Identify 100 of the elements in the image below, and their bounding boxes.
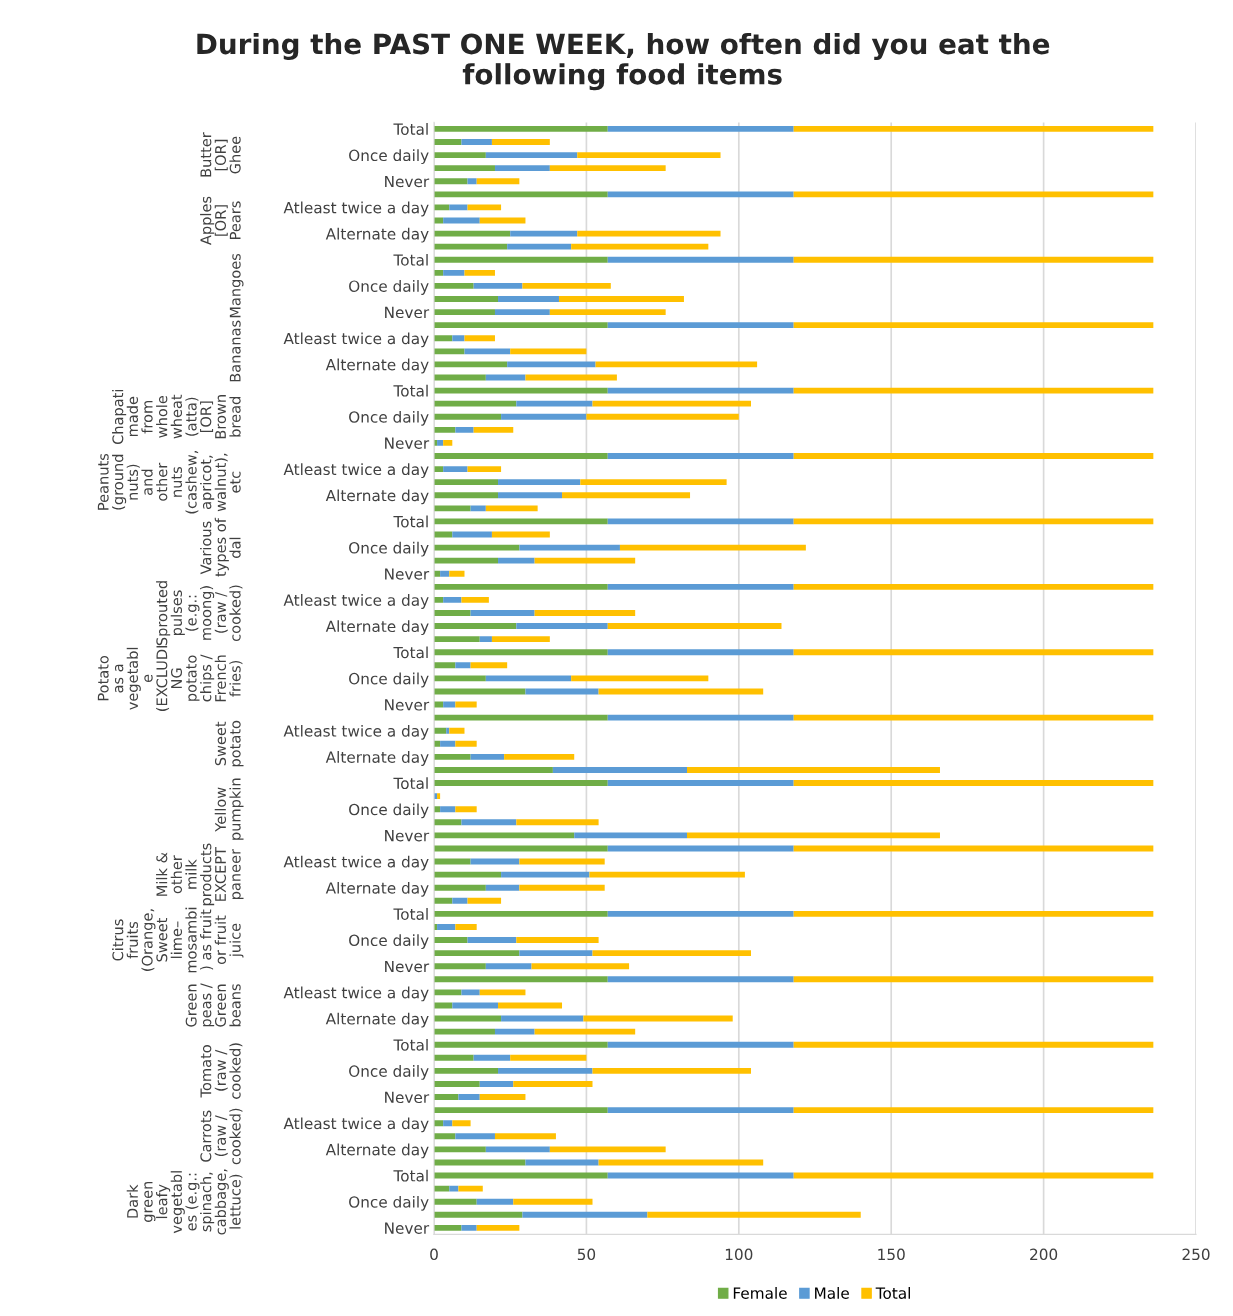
bar [592, 950, 752, 957]
bar [498, 492, 563, 499]
y-tick-label: Total [393, 646, 428, 659]
bar [434, 322, 608, 329]
bar [434, 1041, 608, 1048]
y-tick-label: Atleast twice a day [283, 463, 429, 479]
bar [434, 897, 453, 904]
bar [607, 623, 782, 630]
bar [519, 950, 593, 957]
y-tick-label: Once daily [349, 280, 429, 295]
bar [485, 675, 572, 682]
bar [619, 544, 806, 551]
y-tick-label: Once daily [349, 803, 429, 819]
bar [455, 662, 471, 669]
bar [607, 1041, 794, 1048]
bar [607, 256, 794, 263]
bar [434, 557, 499, 564]
bar [461, 989, 480, 996]
bar [793, 910, 1154, 917]
bar [443, 596, 462, 603]
bar [562, 492, 691, 499]
bar [534, 1028, 636, 1035]
bar [607, 910, 794, 917]
bar [519, 884, 605, 891]
bar [440, 740, 456, 747]
bar [434, 165, 495, 172]
text: Dark green leafy vegetabl es (e.g.: spinach, cabbage, lettuce) [126, 1169, 243, 1235]
bar [434, 662, 456, 669]
bar [434, 1081, 480, 1087]
bar [485, 1146, 550, 1153]
bar [461, 139, 492, 145]
x-tick-label: 150 [878, 1248, 905, 1261]
bar [434, 649, 608, 656]
bar [473, 1054, 511, 1061]
bar [437, 439, 444, 446]
bar [485, 505, 538, 512]
bar [434, 1054, 474, 1061]
y-tick-label: Atleast twice a day [283, 986, 429, 1002]
text: Green peas / Green beans [185, 983, 241, 1027]
bar [434, 256, 608, 263]
y-tick-label: Alternate day [325, 489, 429, 505]
bar [458, 1094, 480, 1100]
y-tick-label: Never [385, 306, 430, 319]
bar [434, 1146, 486, 1153]
bar [607, 322, 794, 329]
bar [434, 243, 508, 250]
bar [434, 583, 608, 590]
bar [440, 806, 456, 813]
bar [434, 1107, 608, 1114]
bar [434, 204, 450, 211]
x-tick-label: 0 [430, 1248, 438, 1261]
chart-title: During the PAST ONE WEEK, how often did you eat the following food items [197, 32, 1050, 91]
y-tick-label: Alternate day [325, 620, 429, 636]
bar [434, 1185, 450, 1192]
bar [793, 1041, 1154, 1048]
bar [793, 714, 1154, 721]
bar [434, 387, 608, 394]
bar [516, 937, 599, 943]
bar [434, 505, 471, 512]
y-tick-label: Total [393, 1169, 428, 1182]
bar [647, 1211, 861, 1218]
bar [434, 1067, 499, 1074]
bar [793, 976, 1154, 983]
bar [434, 937, 468, 943]
bar [607, 649, 794, 656]
legend-label: Female [733, 1287, 787, 1299]
bar [687, 832, 940, 839]
bar [522, 282, 611, 289]
bar [485, 963, 532, 970]
bar [434, 335, 453, 342]
bar [513, 1198, 593, 1205]
bar [793, 125, 1154, 132]
bar [607, 453, 794, 459]
y-tick-label: Alternate day [325, 1143, 429, 1159]
bar [607, 583, 794, 590]
bar [476, 178, 520, 185]
text: Citrus fruits (Orange, Sweet lime– mosambi ) as fruit or fruit juice [112, 907, 244, 973]
bar [549, 165, 666, 172]
bar [443, 466, 468, 473]
bar [434, 544, 520, 551]
y-tick-label: Total [393, 384, 428, 397]
bar [437, 924, 456, 930]
bar [534, 610, 636, 616]
bar [793, 453, 1154, 459]
bar [507, 361, 596, 368]
y-tick-label: Total [393, 123, 428, 135]
y-tick-label: Once daily [349, 541, 429, 557]
bar [461, 596, 489, 603]
bar [549, 1146, 666, 1153]
text: Mangoes [229, 253, 244, 318]
text: Sprouted pulses (e.g.: moong) (raw / cooked) [156, 581, 243, 646]
bar [485, 152, 578, 159]
bar [607, 780, 794, 786]
y-tick-label: Alternate day [325, 358, 429, 374]
bar [434, 910, 608, 917]
bar [793, 387, 1154, 394]
text: Bananas [229, 320, 241, 382]
bar [476, 1198, 514, 1205]
bar [443, 439, 453, 446]
y-tick-label: Atleast twice a day [283, 1117, 429, 1133]
